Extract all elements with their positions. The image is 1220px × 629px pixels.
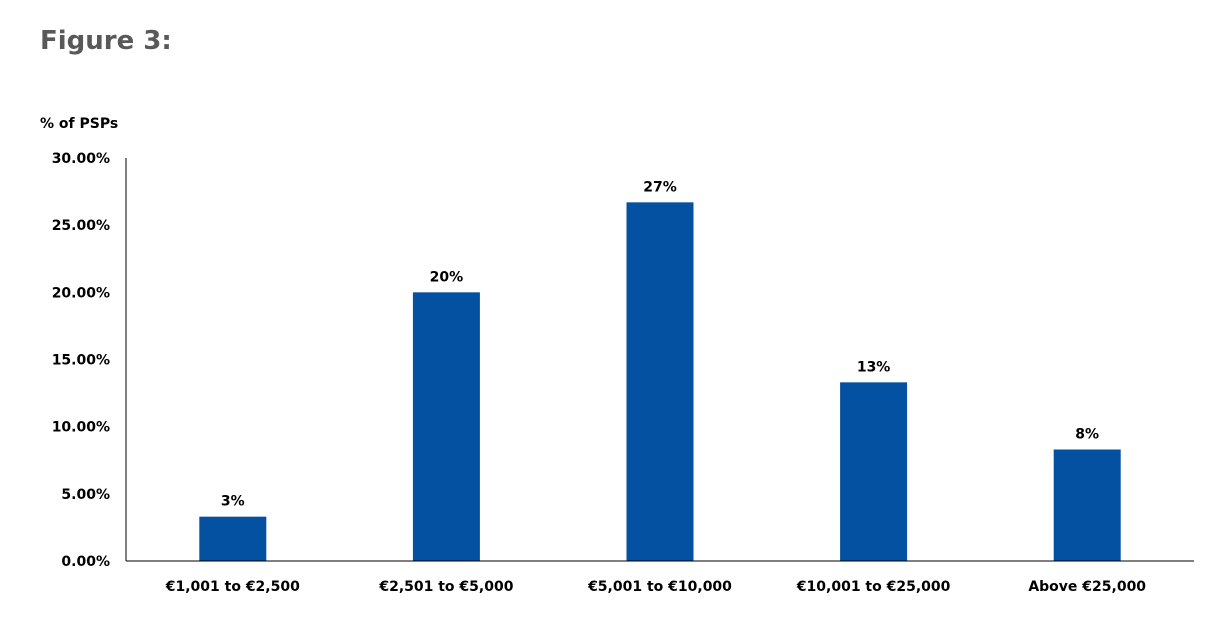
x-category-label: €1,001 to €2,500 bbox=[165, 579, 300, 595]
x-category-label: €5,001 to €10,000 bbox=[587, 579, 732, 595]
y-tick-label: 20.00% bbox=[52, 285, 110, 301]
y-tick-label: 0.00% bbox=[61, 554, 110, 570]
bar bbox=[1053, 449, 1121, 561]
figure-title: Figure 3: bbox=[40, 26, 172, 56]
y-tick-label: 30.00% bbox=[52, 151, 110, 167]
category-labels: €1,001 to €2,500 €2,501 to €5,000 €5,001 t… bbox=[165, 579, 1147, 595]
x-category-label: €2,501 to €5,000 bbox=[378, 579, 513, 595]
x-category-label: €10,001 to €25,000 bbox=[796, 579, 951, 595]
bar-data-label: 20% bbox=[430, 269, 464, 285]
x-category-label: Above €25,000 bbox=[1028, 579, 1146, 595]
y-tick-label: 10.00% bbox=[52, 420, 110, 436]
data-labels: 3% 20% 27% 13% 8% bbox=[221, 179, 1099, 509]
bar-data-label: 8% bbox=[1075, 427, 1099, 443]
y-tick-label: 15.00% bbox=[52, 353, 110, 369]
y-tick-label: 5.00% bbox=[61, 487, 110, 503]
bars bbox=[199, 202, 1121, 561]
bar-data-label: 3% bbox=[221, 494, 245, 510]
bar-data-label: 13% bbox=[857, 359, 891, 375]
y-tick-label: 25.00% bbox=[52, 218, 110, 234]
y-ticks: 0.00% 5.00% 10.00% 15.00% 20.00% 25.00% 30.00% bbox=[52, 151, 110, 570]
bar bbox=[840, 382, 908, 561]
y-axis-title: % of PSPs bbox=[40, 116, 119, 132]
bar-data-label: 27% bbox=[643, 179, 677, 195]
bar bbox=[412, 292, 480, 561]
bar bbox=[626, 202, 694, 561]
bar bbox=[199, 516, 267, 561]
